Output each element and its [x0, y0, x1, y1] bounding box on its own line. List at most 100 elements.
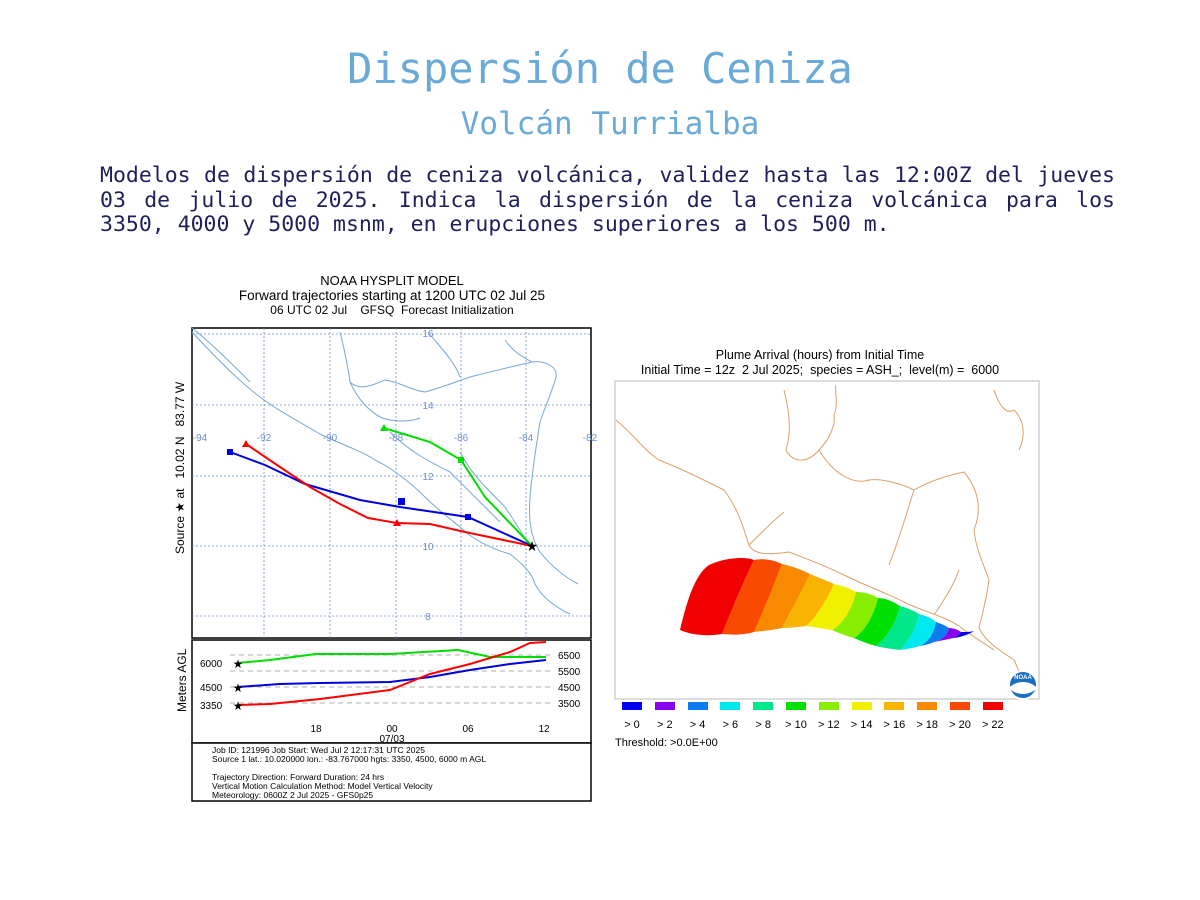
lon-label: -82: [583, 433, 598, 444]
time-label: 12: [538, 724, 550, 735]
legend-swatch: [622, 702, 642, 710]
height-source-star-icon: ★: [233, 699, 244, 713]
job-info-line: Meteorology: 0600Z 2 Jul 2025 - GFS0p25: [212, 790, 373, 800]
time-label: 06: [462, 724, 474, 735]
height-source-star-icon: ★: [233, 681, 244, 695]
plume-band-8: [876, 606, 919, 650]
legend-swatch: [982, 702, 1003, 710]
source-label: Source ★ at 10.02 N 83.77 W: [173, 381, 187, 554]
legend-swatch: [753, 702, 774, 710]
right-height-label: 5500: [558, 667, 581, 678]
legend-label: > 2: [656, 719, 673, 731]
plume-band-10: [854, 598, 900, 646]
legend-label: > 0: [624, 719, 640, 731]
job-info-line: Job ID: 121996 Job Start: Wed Jul 2 12:1…: [212, 745, 425, 755]
legend-swatch: [884, 702, 905, 710]
legend-swatch: [687, 702, 708, 710]
legend-label: > 18: [916, 719, 939, 731]
plume-map-frame: [614, 380, 1040, 700]
trajectory-map-frame: [191, 327, 592, 639]
plume-title: Plume Arrival (hours) from Initial Time …: [615, 348, 1025, 378]
trajectory-marker: [458, 457, 464, 463]
legend-swatch: [786, 702, 806, 710]
source-star-icon: ★: [526, 538, 539, 554]
legend-label: > 16: [883, 719, 906, 731]
plume-title-line2: Initial Time = 12z 2 Jul 2025; species =…: [640, 363, 1000, 377]
left-height-label: 6000: [200, 659, 223, 670]
noaa-logo-text: NOAA: [1014, 675, 1032, 681]
trajectory-marker: [465, 514, 471, 520]
coastline: [191, 327, 579, 615]
legend-label: > 22: [981, 719, 1004, 731]
lat-label: 16: [422, 329, 434, 340]
trajectory-marker: [380, 424, 388, 431]
job-info-line: Vertical Motion Calculation Method: Mode…: [212, 781, 433, 791]
lon-label: -84: [519, 433, 534, 444]
trajectory-marker: [227, 449, 233, 455]
lon-labels: -94 -92 -90 -88 -86 -84 -82: [193, 433, 598, 444]
lat-label: 12: [422, 472, 434, 483]
lon-label: -90: [323, 433, 338, 444]
hysplit-title-line2: Forward trajectories starting at 1200 UT…: [238, 288, 546, 303]
height-profile-3350m: [237, 641, 547, 706]
time-label: 18: [310, 724, 322, 735]
legend-swatch: [851, 702, 872, 710]
plume-band-22: [680, 557, 754, 636]
lat-label: 14: [422, 401, 434, 412]
legend-label: > 20: [949, 719, 971, 731]
threshold-label: Threshold: >0.0E+00: [615, 737, 718, 749]
plume-coastline: [615, 384, 1027, 697]
hysplit-title-line3: 06 UTC 02 Jul GFSQ Forecast Initializati…: [270, 303, 514, 317]
hysplit-figure: -94 -92 -90 -88 -86 -84 -82 16 14 12 10 …: [173, 327, 598, 802]
plume-band-20: [722, 559, 782, 635]
right-height-label: 4500: [558, 683, 581, 694]
legend-label: > 4: [689, 719, 706, 731]
trajectory-marker: [393, 519, 401, 526]
legend-swatch: [917, 702, 938, 710]
plume-band-2: [934, 628, 961, 642]
time-label: 00: [386, 724, 398, 735]
lat-labels: 16 14 12 10 8: [422, 329, 434, 623]
lon-label: -94: [193, 433, 208, 444]
plume-band-4: [920, 622, 949, 646]
left-height-label: 4500: [200, 683, 223, 694]
hysplit-title-line1: NOAA HYSPLIT MODEL: [320, 273, 464, 288]
trajectory-3350m: [242, 440, 533, 547]
trajectory-marker: [398, 498, 405, 505]
legend-swatch: [950, 702, 970, 710]
plume-band-12: [832, 592, 878, 638]
legend-label: > 12: [817, 719, 840, 731]
lon-label: -86: [454, 433, 469, 444]
job-info-box: [191, 742, 592, 802]
plume-figure: NOAA: [614, 380, 1040, 700]
lon-label: -88: [389, 433, 404, 444]
legend-swatch: [818, 702, 839, 710]
plume-band-0: [949, 631, 974, 639]
lat-label: 10: [422, 542, 434, 553]
right-height-label: 3500: [558, 699, 581, 710]
legend-label: > 14: [850, 719, 873, 731]
hysplit-title: NOAA HYSPLIT MODEL Forward trajectories …: [192, 273, 592, 318]
plume-band-18: [754, 564, 810, 632]
plume-legend: > 0 > 2 > 4 > 6 > 8 > 10 > 12 > 14 > 16 > 18 > 20 >…: [614, 702, 1044, 742]
ash-plume: [680, 557, 974, 650]
lat-label: 8: [425, 612, 431, 623]
job-info-line: Trajectory Direction: Forward Duration: …: [212, 772, 384, 782]
date-label: 07/03: [379, 734, 404, 745]
page-subtitle: Volcán Turrialba: [460, 106, 760, 142]
height-source-star-icon: ★: [233, 657, 244, 671]
legend-label: > 6: [722, 719, 739, 731]
lon-label: -92: [257, 433, 272, 444]
legend-label: > 10: [785, 719, 807, 731]
legend-label: > 8: [755, 719, 771, 731]
plume-band-16: [782, 574, 834, 628]
noaa-logo: NOAA: [1008, 670, 1038, 700]
plume-band-14: [806, 584, 856, 630]
job-info-line: Source 1 lat.: 10.020000 lon.: -83.76700…: [212, 754, 486, 764]
height-profile-4500m: [237, 659, 547, 688]
height-axis-label: Meters AGL: [175, 648, 189, 712]
right-height-label: 6500: [558, 651, 581, 662]
page-title: Dispersión de Ceniza: [347, 44, 853, 93]
left-height-label: 3350: [200, 701, 223, 712]
plume-title-line1: Plume Arrival (hours) from Initial Time: [715, 348, 925, 362]
